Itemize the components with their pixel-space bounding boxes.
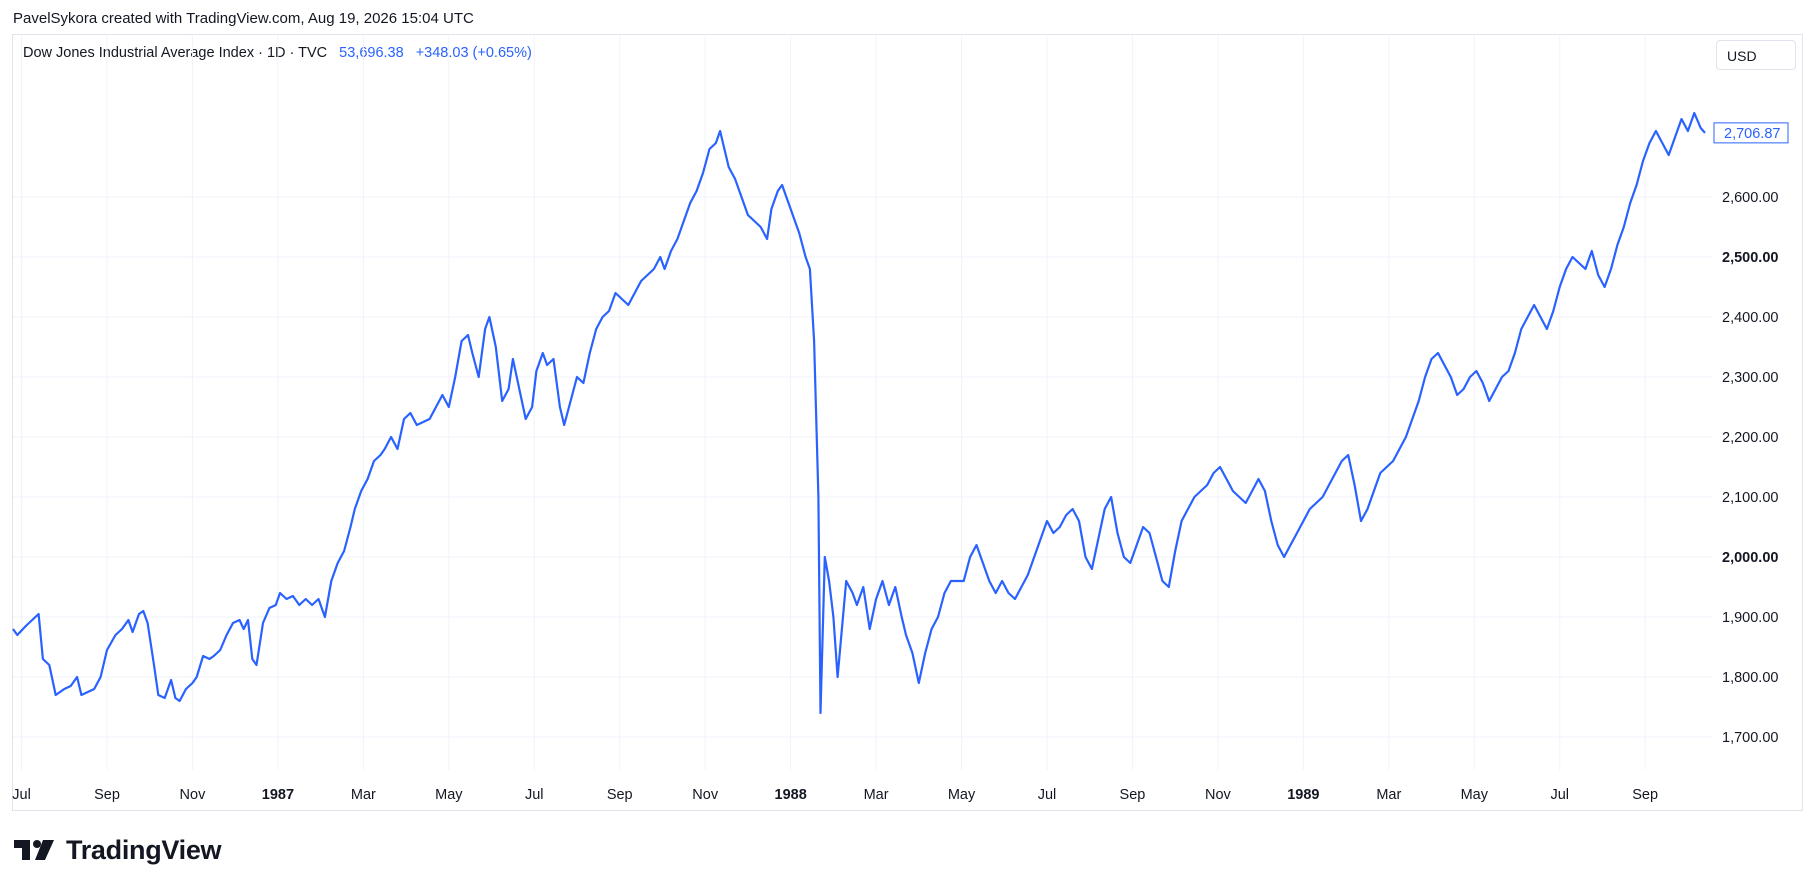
change-value: +348.03 (+0.65%) bbox=[415, 45, 532, 61]
time-tick-label: Mar bbox=[351, 787, 376, 803]
symbol-title[interactable]: Dow Jones Industrial Average Index · 1D … bbox=[23, 45, 328, 61]
time-tick-label: 1988 bbox=[775, 787, 807, 803]
time-tick-label: Jul bbox=[1550, 787, 1569, 803]
chart-credit: PavelSykora created with TradingView.com… bbox=[13, 10, 474, 27]
price-axis[interactable]: 2,600.00 2,500.00 2,400.00 2,300.00 2,200.00… bbox=[1722, 190, 1778, 746]
time-tick-label: Sep bbox=[1120, 787, 1146, 803]
time-axis[interactable]: Jul Sep Nov 1987 Mar May Jul Sep Nov 1988 Mar May Ju… bbox=[12, 787, 1658, 803]
price-tick-label: 2,500.00 bbox=[1722, 250, 1778, 266]
time-tick-label: Jul bbox=[525, 787, 544, 803]
price-tick-label: 2,600.00 bbox=[1722, 190, 1778, 206]
time-tick-label: May bbox=[1461, 787, 1489, 803]
symbol-legend: Dow Jones Industrial Average Index · 1D … bbox=[23, 45, 532, 61]
grid-lines bbox=[13, 36, 1712, 770]
last-price-box bbox=[1713, 122, 1789, 144]
time-tick-label: May bbox=[948, 787, 976, 803]
time-tick-label: Jul bbox=[12, 787, 31, 803]
price-tick-label: 2,300.00 bbox=[1722, 370, 1778, 386]
time-tick-label: Sep bbox=[1632, 787, 1658, 803]
time-tick-label: Nov bbox=[180, 787, 207, 803]
price-tick-label: 2,000.00 bbox=[1722, 550, 1778, 566]
time-tick-label: Sep bbox=[607, 787, 633, 803]
price-tick-label: 2,400.00 bbox=[1722, 310, 1778, 326]
last-price-label: 2,706.87 bbox=[1713, 122, 1789, 144]
currency-button[interactable]: USD bbox=[1716, 40, 1796, 70]
last-price-text: 2,706.87 bbox=[1724, 126, 1780, 142]
chart-pane[interactable]: Dow Jones Industrial Average Index · 1D … bbox=[12, 34, 1803, 811]
tradingview-logo-text: TradingView bbox=[66, 834, 222, 865]
time-tick-label: Sep bbox=[94, 787, 120, 803]
time-tick-label: May bbox=[435, 787, 463, 803]
time-tick-label: 1989 bbox=[1287, 787, 1319, 803]
time-tick-label: 1987 bbox=[262, 787, 294, 803]
tradingview-logo-icon bbox=[14, 840, 54, 860]
tradingview-logo[interactable]: TradingView bbox=[14, 832, 222, 868]
time-tick-label: Mar bbox=[864, 787, 889, 803]
price-series-line bbox=[12, 111, 1706, 715]
price-tick-label: 1,900.00 bbox=[1722, 610, 1778, 626]
price-tick-label: 1,700.00 bbox=[1722, 730, 1778, 746]
price-tick-label: 2,100.00 bbox=[1722, 490, 1778, 506]
price-tick-label: 1,800.00 bbox=[1722, 670, 1778, 686]
time-tick-label: Nov bbox=[1205, 787, 1232, 803]
price-tick-label: 2,200.00 bbox=[1722, 430, 1778, 446]
time-tick-label: Mar bbox=[1376, 787, 1401, 803]
time-tick-label: Nov bbox=[692, 787, 719, 803]
time-tick-label: Jul bbox=[1038, 787, 1057, 803]
last-value: 53,696.38 bbox=[339, 45, 404, 61]
